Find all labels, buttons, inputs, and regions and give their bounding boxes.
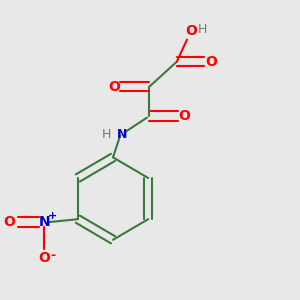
Text: -: - xyxy=(51,249,56,262)
Text: H: H xyxy=(197,23,207,36)
Text: N: N xyxy=(39,215,50,229)
Text: O: O xyxy=(179,109,190,123)
Text: H: H xyxy=(102,128,111,141)
Text: N: N xyxy=(116,128,127,141)
Text: O: O xyxy=(39,251,50,265)
Text: O: O xyxy=(185,24,197,38)
Text: O: O xyxy=(3,215,15,229)
Text: +: + xyxy=(48,211,57,221)
Text: O: O xyxy=(108,80,120,94)
Text: O: O xyxy=(205,55,217,69)
